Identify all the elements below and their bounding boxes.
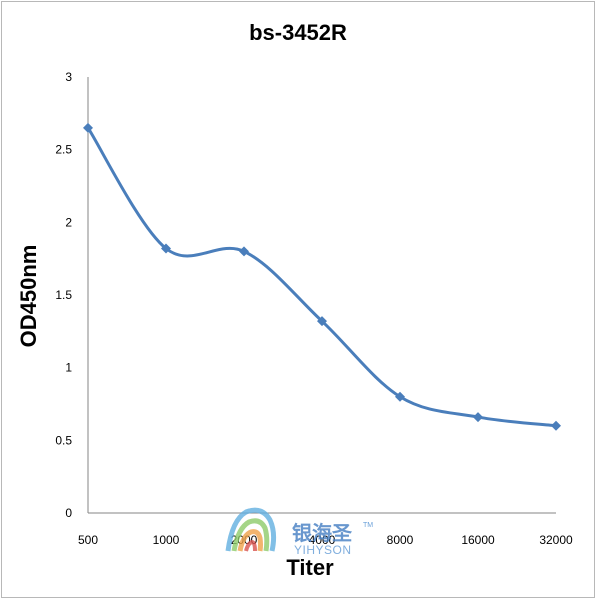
- x-tick-label: 1000: [153, 533, 180, 547]
- y-tick-labels: 0 0.5 1 1.5 2 2.5 3: [55, 70, 72, 520]
- y-axis-title: OD450nm: [16, 245, 41, 348]
- y-tick-label: 0: [65, 506, 72, 520]
- watermark-logo-icon: [225, 507, 277, 552]
- series-markers: [83, 122, 561, 431]
- yihyson-watermark: 银海圣 TM YIHYSON: [225, 507, 373, 557]
- data-point-marker: [395, 391, 405, 402]
- watermark-cn-text: 银海圣: [292, 521, 353, 545]
- data-point-marker: [551, 420, 561, 431]
- watermark-en-text: YIHYSON: [294, 543, 352, 557]
- y-tick-label: 3: [65, 70, 72, 84]
- data-point-marker: [317, 316, 327, 327]
- y-tick-label: 0.5: [55, 433, 72, 447]
- x-tick-label: 32000: [539, 533, 573, 547]
- x-axis-title: Titer: [286, 555, 334, 580]
- series-line: [86, 126, 558, 428]
- x-tick-label: 4000: [309, 533, 336, 547]
- data-point-marker: [473, 412, 483, 423]
- data-point-marker: [239, 246, 249, 257]
- y-tick-label: 1.5: [55, 288, 72, 302]
- x-tick-label: 8000: [387, 533, 414, 547]
- x-tick-label: 16000: [461, 533, 495, 547]
- chart-title: bs-3452R: [249, 20, 347, 45]
- y-tick-label: 2.5: [55, 143, 72, 157]
- y-tick-label: 1: [65, 361, 72, 375]
- watermark-tm: TM: [363, 522, 373, 529]
- data-point-marker: [83, 122, 93, 133]
- data-point-marker: [161, 243, 171, 254]
- y-tick-label: 2: [65, 215, 72, 229]
- x-tick-label: 500: [78, 533, 98, 547]
